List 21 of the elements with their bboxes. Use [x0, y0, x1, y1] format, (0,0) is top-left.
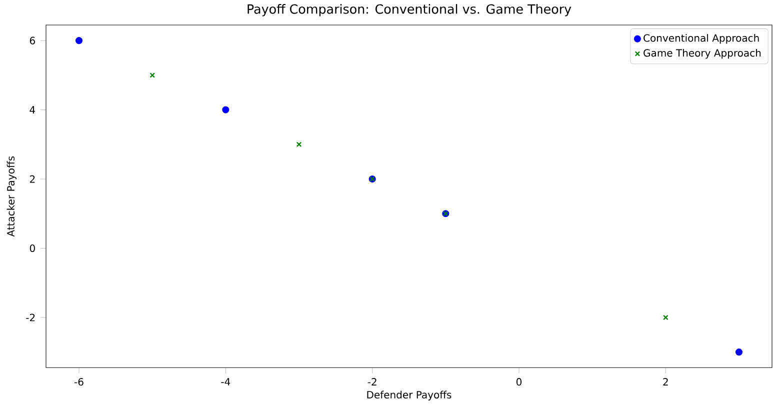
y-tick-label: 4 [30, 106, 36, 114]
x-tick-label: -4 [221, 378, 230, 386]
y-axis-title: Attacker Payoffs [6, 156, 16, 237]
point [75, 37, 83, 44]
point [222, 106, 230, 114]
x-tick-label: -6 [74, 378, 84, 386]
x-tick-label: 0 [516, 378, 522, 386]
y-tick-label: 0 [30, 244, 35, 252]
point [150, 72, 156, 78]
point [662, 314, 668, 320]
x-tick-label: -2 [368, 378, 376, 386]
y-tick-label: 2 [30, 175, 35, 183]
x-axis-title: Defender Payoffs [367, 390, 452, 400]
y-tick-label: -2 [26, 314, 35, 322]
x-tick-label: 2 [663, 378, 668, 386]
y-tick-label: 6 [30, 36, 35, 44]
legend-label: Conventional Approach [644, 34, 759, 44]
point [296, 142, 302, 148]
chart-title: Payoff Comparison: Conventional vs. Game Theory [248, 4, 572, 16]
legend-label: Game Theory Approach [644, 48, 761, 59]
point [735, 348, 743, 356]
